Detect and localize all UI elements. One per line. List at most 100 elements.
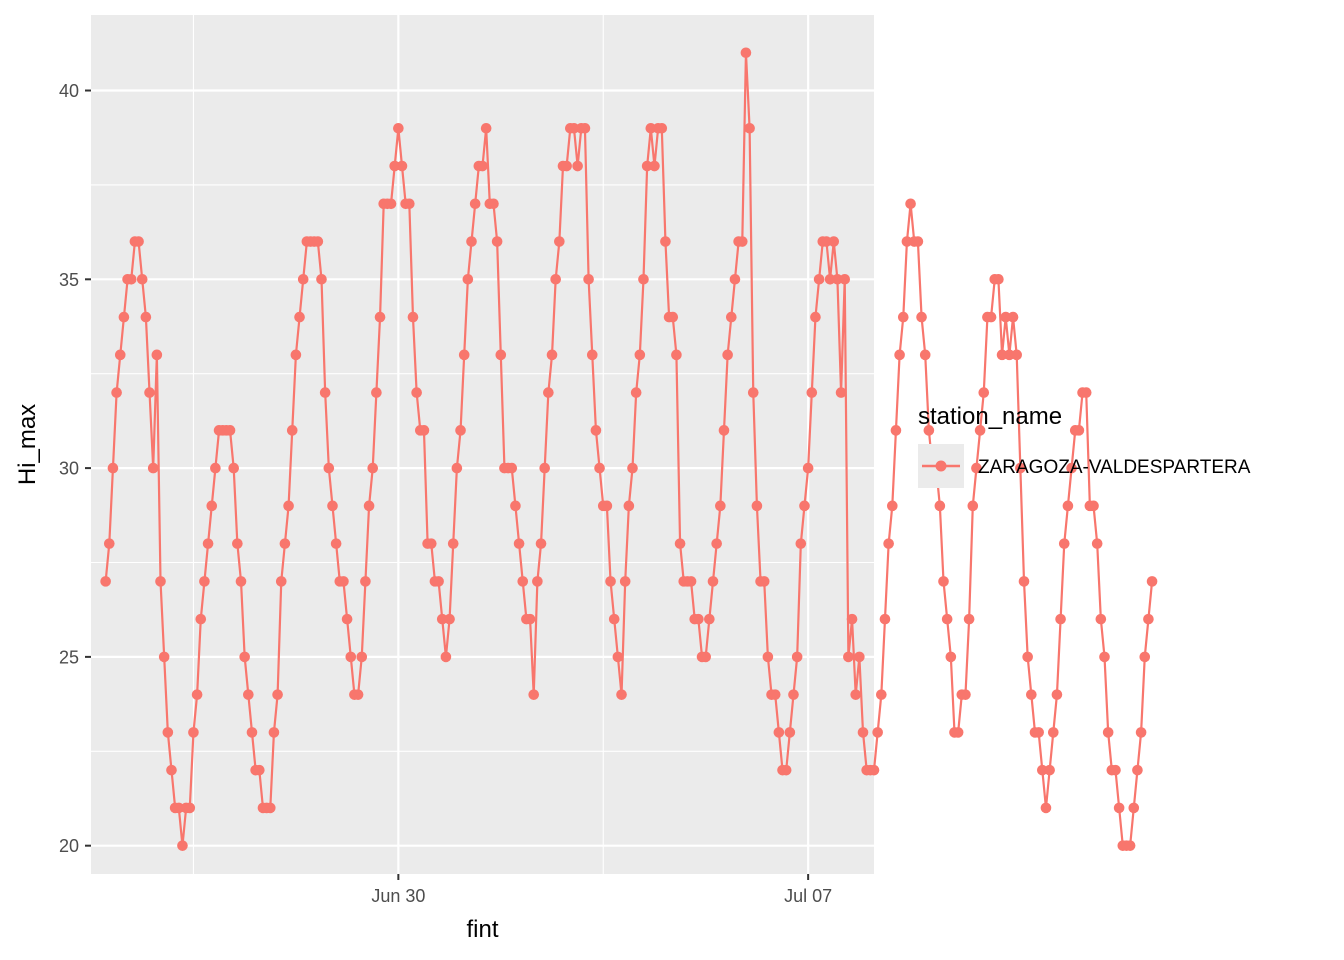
data-point [905,198,916,210]
data-point [440,651,452,663]
data-point [199,576,210,587]
data-point [1051,689,1063,700]
data-point [466,236,477,247]
data-point [1124,840,1136,851]
data-point [919,349,931,361]
data-point [802,462,814,474]
data-point [1080,387,1092,398]
data-point [239,651,250,663]
data-point [868,764,880,776]
data-point [901,236,913,247]
data-point [601,500,613,512]
data-point [854,651,865,663]
data-point [1037,764,1048,776]
data-point [707,576,719,587]
data-point [1040,802,1052,814]
data-point [824,274,836,285]
data-point [971,462,982,474]
data-point [886,500,898,512]
data-point [671,349,682,361]
data-point [319,387,331,398]
data-point [235,576,247,587]
y-axis: 20 25 30 35 40 [59,81,91,856]
data-point [524,613,536,625]
data-point [462,274,474,285]
x-axis-title: fint [466,916,498,943]
y-axis-title: Hi_max [14,404,41,485]
data-point [879,613,891,625]
data-point [832,274,843,285]
data-point [232,538,243,549]
data-point [616,689,627,700]
data-point [228,462,239,474]
data-point [594,462,605,474]
data-point [590,425,602,436]
legend: station_name ZARAGOZA-VALDESPARTERA [918,403,1251,488]
data-point [158,651,170,663]
data-point [356,651,368,663]
data-point [510,500,521,512]
data-point [166,764,177,776]
data-point [539,462,550,474]
data-point [469,198,481,210]
data-point [246,727,258,738]
data-point [839,274,851,285]
data-point [550,274,561,285]
data-point [404,198,415,210]
data-point [345,651,357,663]
data-point [912,236,924,247]
data-point [224,425,236,436]
data-point [1135,727,1147,738]
data-point [1095,613,1107,625]
data-point [769,689,781,700]
data-point [341,613,353,625]
data-point [330,538,342,549]
data-point [393,122,404,134]
data-point [883,538,894,549]
data-point [1091,538,1103,549]
data-point [608,613,620,625]
data-point [513,538,525,549]
data-point [140,311,152,323]
data-point [872,727,883,738]
data-point [488,198,499,210]
data-point [162,727,174,738]
data-point [1088,500,1099,512]
data-point [155,576,166,587]
data-point [704,613,715,625]
data-point [275,576,287,587]
data-point [828,236,840,247]
data-point [974,425,986,436]
data-point [338,576,349,587]
data-point [1011,349,1022,361]
legend-key-point [935,460,947,472]
legend-label: ZARAGOZA-VALDESPARTERA [978,457,1251,478]
data-point [1033,727,1044,738]
data-point [967,500,979,512]
data-point [272,689,283,700]
data-point [791,651,803,663]
data-point [762,651,774,663]
data-point [1066,462,1077,474]
data-point [736,236,748,247]
data-point [1004,349,1015,361]
data-point [436,613,448,625]
data-point [1000,311,1012,323]
legend-title: station_name [918,403,1062,430]
data-point [660,236,671,247]
data-point [191,689,203,700]
data-point [619,576,631,587]
data-point [125,274,137,285]
data-point [934,500,946,512]
data-point [535,538,547,549]
data-point [1102,727,1114,738]
data-point [1113,802,1125,814]
data-point [693,613,704,625]
grid-major [91,15,874,874]
data-point [850,689,862,700]
data-point [667,311,679,323]
data-point [773,727,785,738]
data-point [210,462,221,474]
data-point [894,349,905,361]
data-point [876,689,887,700]
